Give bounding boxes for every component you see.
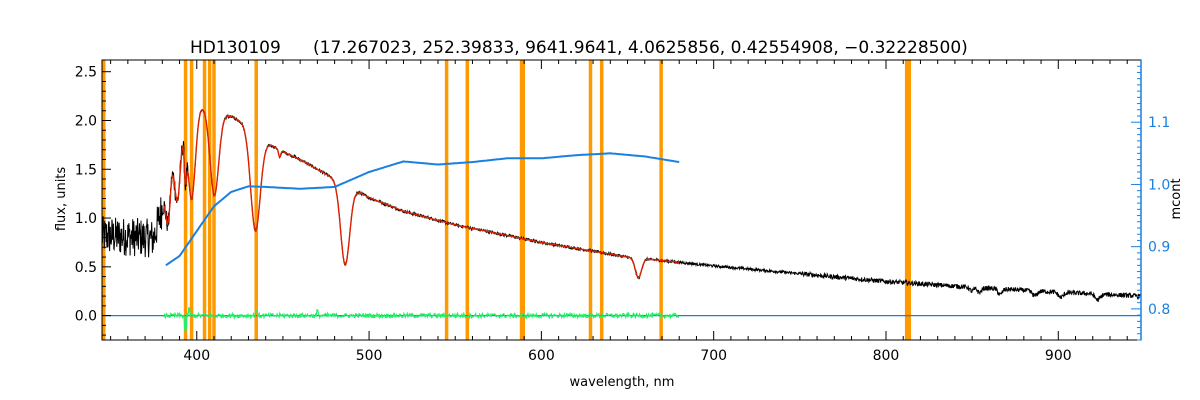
y-axis-left: 0.0 0.5 1.0 1.5 2.0 2.5 [75, 65, 111, 336]
y-tick-label: 0.0 [75, 309, 97, 325]
y-axis-right: 0.8 0.9 1.0 1.1 [1131, 60, 1170, 341]
y-tick-label: 2.5 [75, 65, 97, 81]
y-tick-label: 1.0 [75, 211, 97, 227]
mcont-line [165, 152, 680, 267]
x-tick-label: 400 [183, 348, 210, 364]
x-tick-label: 800 [873, 348, 900, 364]
x-axis-title: wavelength, nm [570, 375, 675, 390]
y-tick-label: 2.0 [75, 113, 97, 129]
y-right-tick-label: 1.1 [1148, 115, 1170, 131]
mask-lines [101, 60, 911, 340]
x-tick-label: 900 [1045, 348, 1072, 364]
chart-title-star: HD130109 [190, 38, 281, 58]
y-axis-title-left: flux, units [54, 167, 69, 232]
mcont-series [165, 152, 680, 267]
y-tick-label: 0.5 [75, 260, 97, 276]
model-flux-line [163, 109, 680, 279]
y-right-tick-label: 1.0 [1148, 177, 1170, 193]
x-tick-label: 500 [356, 348, 383, 364]
x-axis: 400 500 600 700 800 900 [110, 60, 1128, 364]
y-right-tick-label: 0.8 [1148, 302, 1170, 318]
x-tick-label: 600 [528, 348, 555, 364]
residual-series [163, 307, 680, 331]
y-axis-title-right: mcont [1169, 178, 1184, 219]
chart-title-params: (17.267023, 252.39833, 9641.9641, 4.0625… [313, 38, 968, 58]
y-tick-label: 1.5 [75, 162, 97, 178]
residual-line [163, 307, 680, 331]
x-tick-label: 700 [700, 348, 727, 364]
model-flux-series [163, 109, 680, 279]
y-right-tick-label: 0.9 [1148, 240, 1170, 256]
